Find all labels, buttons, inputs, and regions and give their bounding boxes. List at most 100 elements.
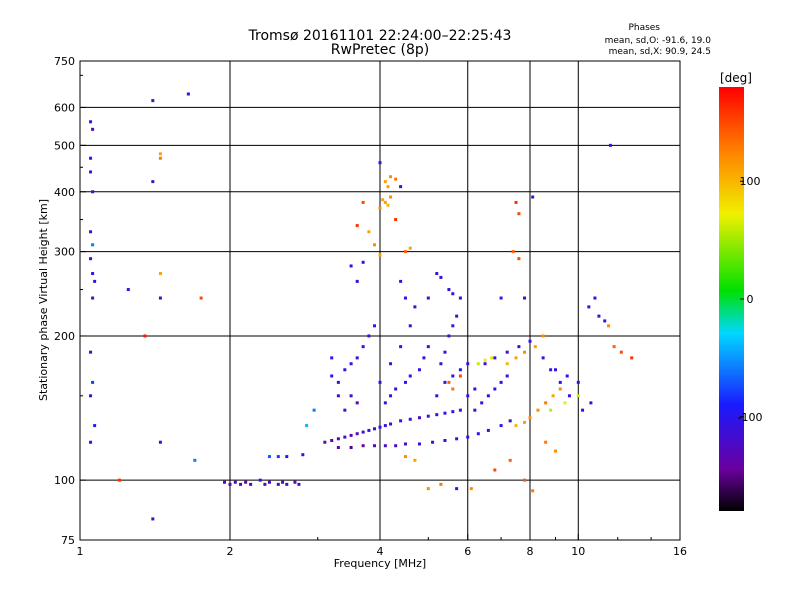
data-point: [349, 264, 353, 268]
data-point: [426, 296, 430, 300]
data-point: [258, 478, 262, 482]
data-point: [228, 482, 232, 486]
data-point: [158, 272, 162, 276]
data-point: [361, 444, 365, 448]
data-point: [447, 380, 451, 384]
data-point: [533, 345, 537, 349]
data-point: [281, 480, 285, 484]
data-point: [541, 334, 545, 338]
data-point: [403, 250, 407, 254]
data-point: [589, 401, 593, 405]
data-point: [336, 394, 340, 398]
data-point: [490, 356, 494, 360]
data-point: [528, 416, 532, 420]
data-point: [505, 362, 509, 366]
data-point: [297, 482, 301, 486]
data-point: [483, 358, 487, 362]
data-point: [451, 292, 455, 296]
data-point: [511, 250, 515, 254]
data-point: [151, 517, 155, 521]
data-point: [373, 444, 377, 448]
data-point: [466, 394, 470, 398]
data-point: [466, 362, 470, 366]
data-point: [523, 478, 527, 482]
y-tick-label: 500: [54, 139, 75, 152]
data-point: [593, 296, 597, 300]
data-point: [476, 432, 480, 436]
data-point: [158, 156, 162, 160]
data-point: [389, 362, 393, 366]
data-point: [91, 127, 95, 131]
data-point: [143, 334, 147, 338]
data-point: [439, 362, 443, 366]
data-point: [336, 445, 340, 449]
data-point: [476, 362, 480, 366]
data-point: [89, 230, 93, 234]
data-point: [517, 345, 521, 349]
data-point: [435, 413, 439, 417]
data-point: [458, 374, 462, 378]
data-point: [576, 380, 580, 384]
data-point: [553, 368, 557, 372]
colorbar-tick-label: -100: [738, 411, 763, 424]
data-point: [443, 439, 447, 443]
data-point: [565, 374, 569, 378]
x-tick-label: 2: [227, 545, 234, 558]
data-point: [435, 394, 439, 398]
data-point: [443, 411, 447, 415]
data-point: [389, 195, 393, 199]
data-point: [158, 152, 162, 156]
data-point: [439, 275, 443, 279]
data-point: [549, 408, 553, 412]
colorbar-tick-label: 100: [740, 175, 761, 188]
data-point: [603, 319, 607, 323]
data-point: [394, 387, 398, 391]
data-point: [336, 380, 340, 384]
data-point: [458, 408, 462, 412]
data-point: [514, 424, 518, 428]
data-point: [386, 185, 390, 189]
y-tick-label: 75: [61, 534, 75, 547]
data-point: [330, 356, 334, 360]
data-point: [285, 482, 289, 486]
data-point: [544, 401, 548, 405]
data-point: [523, 420, 527, 424]
data-point: [523, 350, 527, 354]
data-point: [558, 380, 562, 384]
data-point: [381, 198, 385, 202]
data-point: [267, 480, 271, 484]
data-point: [383, 180, 387, 184]
colorbar-label: [deg]: [720, 71, 752, 85]
data-point: [587, 305, 591, 309]
data-point: [186, 92, 190, 96]
x-tick-label: 6: [464, 545, 471, 558]
data-point: [378, 161, 382, 165]
data-point: [93, 279, 97, 283]
data-point: [91, 380, 95, 384]
data-point: [89, 257, 93, 261]
data-point: [426, 345, 430, 349]
y-tick-label: 100: [54, 474, 75, 487]
data-point: [93, 424, 97, 428]
x-axis-ticks: 1 2 4 6 8 10 16: [77, 534, 687, 558]
data-point: [383, 424, 387, 428]
data-point: [117, 478, 121, 482]
data-point: [408, 374, 412, 378]
y-axis-label: Stationary phase Virtual Height [km]: [37, 199, 50, 401]
data-point: [330, 439, 334, 443]
data-point: [403, 442, 407, 446]
x-tick-label: 1: [77, 545, 84, 558]
data-point: [536, 408, 540, 412]
data-point: [451, 374, 455, 378]
data-point: [199, 296, 203, 300]
data-point: [451, 324, 455, 328]
chart-subtitle: RwPretec (8p): [331, 42, 429, 58]
data-point: [361, 260, 365, 264]
data-point: [431, 440, 435, 444]
colorbar: [719, 87, 744, 511]
data-point: [389, 175, 393, 179]
phase-info-o: mean, sd,O: -91.6, 19.0: [605, 36, 712, 46]
data-point: [544, 440, 548, 444]
y-tick-label: 200: [54, 330, 75, 343]
data-point: [394, 177, 398, 181]
